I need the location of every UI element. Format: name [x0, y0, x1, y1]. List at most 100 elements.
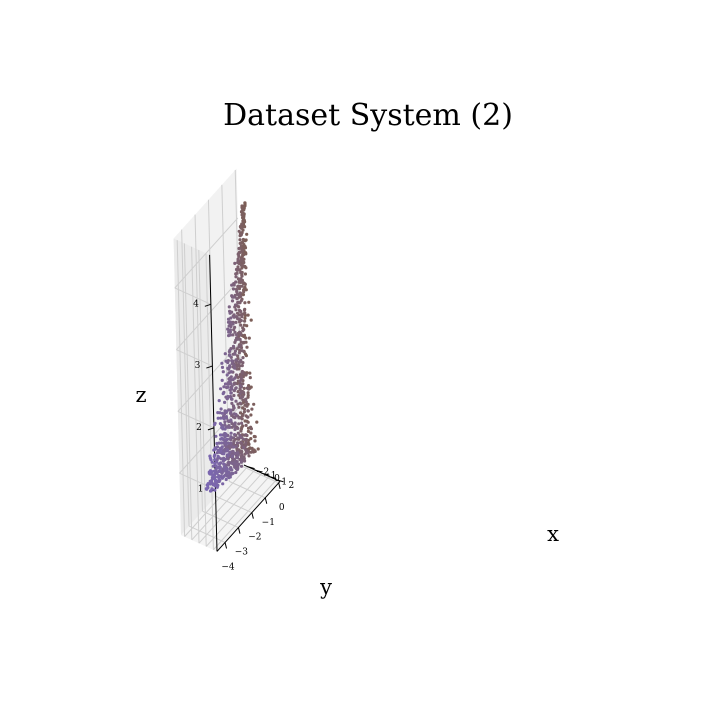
data-point [218, 433, 223, 437]
data-point [234, 275, 238, 279]
data-point [240, 274, 244, 278]
data-point [249, 431, 253, 435]
data-point [239, 343, 243, 347]
gridlines [174, 169, 279, 551]
data-point [226, 385, 230, 389]
data-point [237, 345, 241, 349]
chart-title: Dataset System (2) [223, 98, 513, 133]
data-point [216, 454, 220, 458]
data-point [248, 376, 252, 380]
data-point [225, 373, 229, 377]
data-point [233, 352, 237, 356]
data-point [228, 378, 232, 382]
grid-line-z [177, 411, 215, 429]
data-point [231, 471, 235, 475]
grid-line-x [191, 469, 256, 541]
data-point [221, 370, 225, 374]
data-point [242, 323, 246, 327]
data-point [223, 400, 227, 404]
data-point [238, 337, 242, 341]
data-point [235, 297, 239, 301]
data-point [233, 421, 237, 425]
data-point [224, 359, 228, 363]
data-point [243, 319, 247, 323]
data-point [236, 436, 240, 440]
data-point [229, 435, 233, 439]
data-point [240, 257, 244, 261]
data-point [229, 441, 233, 445]
data-point [238, 392, 242, 396]
data-point [235, 290, 239, 294]
data-point [232, 283, 236, 287]
data-point [240, 443, 244, 447]
data-point [246, 409, 250, 413]
data-point [238, 330, 242, 334]
data-point [242, 410, 246, 414]
data-point [216, 411, 220, 415]
data-point [240, 213, 244, 217]
data-point [248, 371, 252, 375]
data-point [223, 382, 228, 386]
grid-line-y [202, 510, 239, 529]
data-point [245, 451, 249, 455]
x-tick-label: −1 [263, 471, 276, 481]
x-tick-label: 0 [274, 474, 280, 484]
data-point [247, 454, 251, 458]
data-point [215, 485, 219, 489]
data-point [219, 387, 223, 391]
data-point [247, 300, 251, 304]
grid-line-z [174, 217, 239, 289]
data-point [237, 405, 241, 409]
data-point [216, 416, 220, 420]
data-point [244, 433, 248, 437]
data-point [239, 346, 244, 350]
data-point [233, 452, 237, 456]
data-point [231, 436, 236, 440]
grid-line-y [188, 525, 226, 543]
x-tick-label: 2 [289, 481, 295, 491]
data-point [234, 320, 238, 324]
data-point [237, 229, 241, 233]
data-point [235, 456, 240, 460]
data-point [239, 375, 243, 379]
data-point [252, 402, 256, 406]
data-point [243, 272, 247, 276]
x-tick [269, 475, 277, 479]
data-point [237, 246, 241, 251]
data-point [227, 470, 231, 474]
data-point [222, 465, 226, 469]
data-point [239, 299, 243, 303]
data-point [247, 336, 251, 340]
data-point [214, 478, 218, 482]
data-point [221, 392, 225, 396]
data-point [242, 219, 246, 223]
data-point [233, 427, 237, 432]
data-point [224, 416, 228, 420]
data-point [233, 261, 237, 265]
y-tick-label: −2 [248, 533, 261, 543]
data-point [239, 323, 243, 327]
x-tick [261, 472, 270, 476]
data-point [217, 469, 221, 473]
grid-line-z [179, 472, 216, 491]
data-point [244, 252, 248, 256]
z-tick [204, 303, 211, 307]
data-point [237, 416, 241, 420]
grid-line-y [242, 466, 279, 484]
data-point [249, 385, 253, 389]
data-point [244, 288, 248, 292]
data-point [230, 397, 234, 401]
data-point [241, 361, 245, 365]
data-point [233, 349, 237, 353]
data-point [233, 433, 237, 437]
data-point [208, 469, 213, 473]
data-point [245, 232, 249, 236]
data-point [230, 283, 234, 287]
data-point [241, 424, 245, 428]
data-point [255, 420, 259, 424]
data-point [209, 489, 213, 493]
data-point [232, 315, 236, 319]
data-point [241, 394, 245, 399]
data-point [213, 453, 217, 457]
